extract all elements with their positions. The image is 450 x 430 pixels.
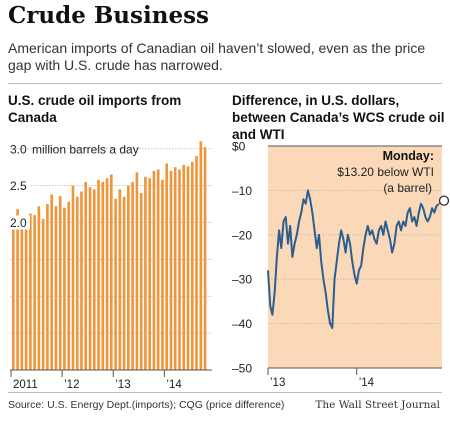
imports-bar bbox=[118, 189, 122, 370]
imports-bar bbox=[80, 191, 83, 370]
imports-bar bbox=[75, 196, 79, 370]
imports-bar bbox=[12, 218, 15, 370]
x-tick-label: 2011 bbox=[13, 379, 38, 391]
imports-bar bbox=[33, 215, 36, 371]
y-tick-label: –50 bbox=[232, 362, 252, 376]
imports-bar bbox=[169, 170, 173, 371]
annotation-heading: Monday: bbox=[383, 149, 434, 163]
price-difference-line-chart: $0 –10 –20 –30 –40 –50 ’13 ’14 Monday: $13.20 bel… bbox=[232, 140, 450, 389]
imports-bar bbox=[24, 216, 28, 370]
imports-bar bbox=[110, 174, 113, 370]
imports-bar bbox=[165, 163, 169, 370]
imports-bar bbox=[190, 162, 194, 370]
imports-bar bbox=[50, 194, 53, 370]
imports-bar bbox=[54, 206, 58, 370]
y-tick-label: 3.0 bbox=[10, 142, 27, 156]
price-difference-line bbox=[267, 189, 439, 330]
imports-bar-chart: 2.0 2.5 3.0 million barrels a day 2011 ’12 ’13… bbox=[8, 141, 212, 391]
imports-bar bbox=[139, 193, 143, 370]
x-tick-label: ’13 bbox=[115, 379, 130, 391]
imports-bar bbox=[195, 156, 198, 370]
x-tick-label: ’13 bbox=[270, 377, 285, 389]
imports-bar bbox=[203, 147, 207, 370]
imports-bar bbox=[131, 181, 134, 370]
y-tick-label: –30 bbox=[232, 273, 252, 287]
imports-bar bbox=[199, 141, 203, 371]
publisher-credit: The Wall Street Journal bbox=[315, 399, 440, 411]
imports-bar bbox=[63, 207, 66, 370]
header-divider bbox=[8, 83, 442, 84]
shaded-region bbox=[268, 146, 442, 368]
y-tick-label: –10 bbox=[232, 184, 252, 198]
imports-bar bbox=[122, 196, 126, 370]
imports-bar bbox=[156, 169, 160, 370]
imports-bar bbox=[20, 220, 24, 370]
imports-bar bbox=[37, 206, 41, 370]
imports-bar bbox=[84, 181, 88, 370]
x-tick-label: ’14 bbox=[359, 377, 375, 389]
imports-bar bbox=[67, 201, 71, 370]
imports-bar bbox=[46, 204, 49, 370]
imports-bar bbox=[152, 170, 156, 371]
imports-bar bbox=[182, 164, 186, 370]
imports-bar bbox=[178, 169, 181, 370]
y-tick-label: –20 bbox=[232, 228, 252, 242]
latest-value-marker bbox=[438, 195, 450, 206]
imports-bar bbox=[16, 209, 19, 370]
footer-divider bbox=[8, 392, 442, 393]
imports-panel-title: U.S. crude oil imports from Canada bbox=[8, 93, 182, 125]
imports-bar bbox=[114, 198, 117, 370]
imports-bar bbox=[88, 187, 92, 370]
imports-bar bbox=[101, 181, 105, 370]
imports-bar bbox=[97, 179, 100, 370]
x-tick-label: ’12 bbox=[64, 379, 79, 391]
imports-bar bbox=[173, 167, 177, 370]
imports-bar bbox=[58, 195, 62, 370]
y-tick-label: $0 bbox=[232, 140, 246, 154]
imports-bar bbox=[71, 185, 75, 371]
imports-bar bbox=[186, 166, 190, 370]
imports-bar bbox=[161, 179, 164, 370]
imports-bar bbox=[41, 218, 45, 370]
unit-label: million barrels a day bbox=[32, 142, 139, 156]
imports-bar bbox=[29, 213, 32, 370]
imports-bar bbox=[135, 172, 139, 370]
price-difference-panel-title: Difference, in U.S. dollars, between Can… bbox=[232, 93, 445, 142]
y-tick-label: 2.5 bbox=[10, 179, 27, 193]
chart-title: Crude Business bbox=[8, 2, 209, 29]
annotation-unit: (a barrel) bbox=[383, 181, 432, 195]
y-tick-label-bg bbox=[8, 215, 30, 230]
y-tick-label: –40 bbox=[232, 317, 252, 331]
imports-bar bbox=[105, 178, 109, 370]
imports-bar bbox=[127, 185, 130, 371]
source-note: Source: U.S. Energy Dept.(imports); CQG … bbox=[8, 399, 285, 411]
x-tick-label: ’14 bbox=[166, 379, 182, 391]
y-tick-label: 2.0 bbox=[10, 216, 27, 230]
imports-bar bbox=[92, 189, 96, 370]
chart-subtitle: American imports of Canadian oil haven’t… bbox=[8, 40, 426, 73]
imports-bar bbox=[144, 176, 147, 370]
y-tick-label-bg bbox=[8, 178, 30, 193]
annotation-value: $13.20 below WTI bbox=[337, 165, 434, 179]
imports-bar bbox=[148, 178, 151, 370]
